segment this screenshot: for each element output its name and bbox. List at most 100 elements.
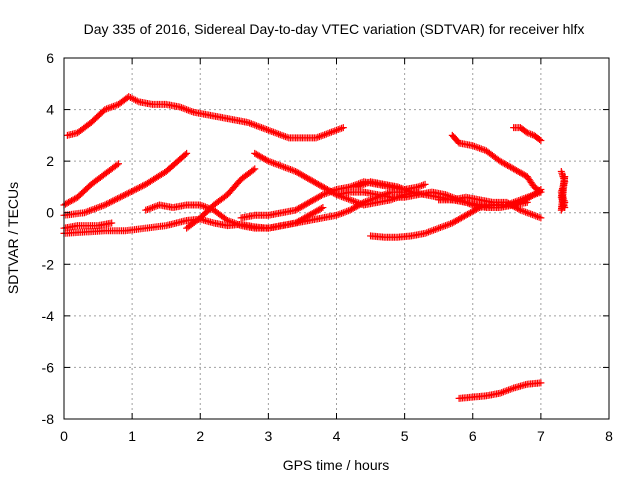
- data-point: [514, 167, 522, 175]
- data-point: [537, 379, 545, 387]
- data-point: [319, 191, 327, 199]
- data-point: [308, 197, 316, 205]
- data-point: [501, 387, 509, 395]
- data-point: [295, 217, 303, 225]
- data-point: [92, 204, 100, 212]
- data-point: [457, 214, 465, 222]
- data-point: [305, 211, 313, 219]
- data-point: [456, 215, 464, 223]
- data-point: [278, 131, 286, 139]
- data-point: [111, 102, 119, 110]
- data-point: [503, 387, 511, 395]
- data-point: [516, 168, 524, 176]
- data-point: [532, 190, 540, 198]
- data-point: [451, 217, 459, 225]
- data-point: [301, 214, 309, 222]
- data-point: [264, 157, 272, 165]
- data-point: [532, 212, 540, 220]
- data-point: [188, 108, 196, 116]
- data-point: [523, 129, 531, 137]
- data-point: [308, 177, 316, 185]
- data-point: [152, 202, 160, 210]
- series-arc-16: [557, 167, 569, 214]
- x-tick-label: 2: [196, 428, 204, 444]
- data-point: [401, 186, 409, 194]
- data-point: [295, 204, 303, 212]
- data-point: [103, 105, 111, 113]
- data-point: [348, 196, 356, 204]
- data-point: [266, 158, 274, 166]
- data-point: [69, 196, 77, 204]
- data-point: [255, 152, 263, 160]
- data-point: [299, 172, 307, 180]
- data-point: [150, 203, 158, 211]
- data-point: [82, 208, 90, 216]
- data-point: [530, 211, 538, 219]
- data-point: [293, 205, 301, 213]
- data-point: [515, 196, 523, 204]
- data-point: [467, 200, 475, 208]
- data-point: [84, 207, 92, 215]
- data-point: [507, 163, 515, 171]
- data-point: [447, 220, 455, 228]
- data-point: [288, 166, 296, 174]
- data-point: [443, 221, 451, 229]
- data-point: [423, 229, 431, 237]
- data-point: [523, 209, 531, 217]
- data-point: [280, 132, 288, 140]
- data-point: [520, 207, 528, 215]
- data-point: [396, 184, 404, 192]
- data-point: [436, 224, 444, 232]
- data-point: [234, 220, 242, 228]
- data-point: [442, 222, 449, 230]
- data-point: [308, 210, 316, 218]
- data-point: [421, 180, 429, 188]
- data-point: [268, 127, 276, 135]
- data-point: [518, 207, 526, 215]
- data-point: [266, 127, 274, 135]
- data-point: [496, 157, 504, 165]
- y-tick-label: -4: [42, 308, 55, 324]
- data-point: [143, 205, 151, 213]
- data-point: [108, 103, 116, 111]
- data-point: [513, 197, 521, 205]
- data-point: [273, 160, 281, 168]
- data-point: [501, 160, 509, 168]
- data-point: [561, 204, 569, 212]
- data-point: [261, 155, 269, 163]
- data-point: [537, 188, 545, 196]
- data-point: [311, 195, 319, 203]
- data-point: [506, 385, 514, 393]
- y-tick-label: 6: [46, 50, 54, 66]
- y-tick-label: -6: [42, 359, 55, 375]
- data-point: [361, 180, 369, 188]
- data-point: [433, 225, 441, 233]
- data-point: [91, 205, 99, 213]
- data-point: [536, 187, 544, 195]
- x-tick-label: 0: [60, 428, 68, 444]
- data-point: [87, 206, 95, 214]
- data-point: [518, 195, 526, 203]
- data-point: [326, 129, 334, 137]
- data-point: [530, 191, 538, 199]
- data-point: [336, 210, 344, 218]
- data-point: [123, 190, 131, 198]
- data-point: [293, 168, 301, 176]
- data-point: [399, 185, 407, 193]
- data-point: [321, 190, 329, 198]
- data-point: [313, 194, 321, 202]
- data-point: [525, 193, 533, 201]
- data-point: [128, 94, 136, 102]
- data-point: [528, 191, 536, 199]
- data-point: [276, 162, 284, 170]
- data-point: [295, 169, 303, 177]
- data-point: [505, 162, 513, 170]
- data-point: [426, 227, 434, 235]
- data-point: [513, 167, 521, 175]
- data-point: [352, 203, 360, 211]
- data-point: [62, 200, 70, 208]
- data-point: [346, 206, 354, 214]
- data-point: [316, 205, 324, 213]
- data-point: [463, 210, 471, 218]
